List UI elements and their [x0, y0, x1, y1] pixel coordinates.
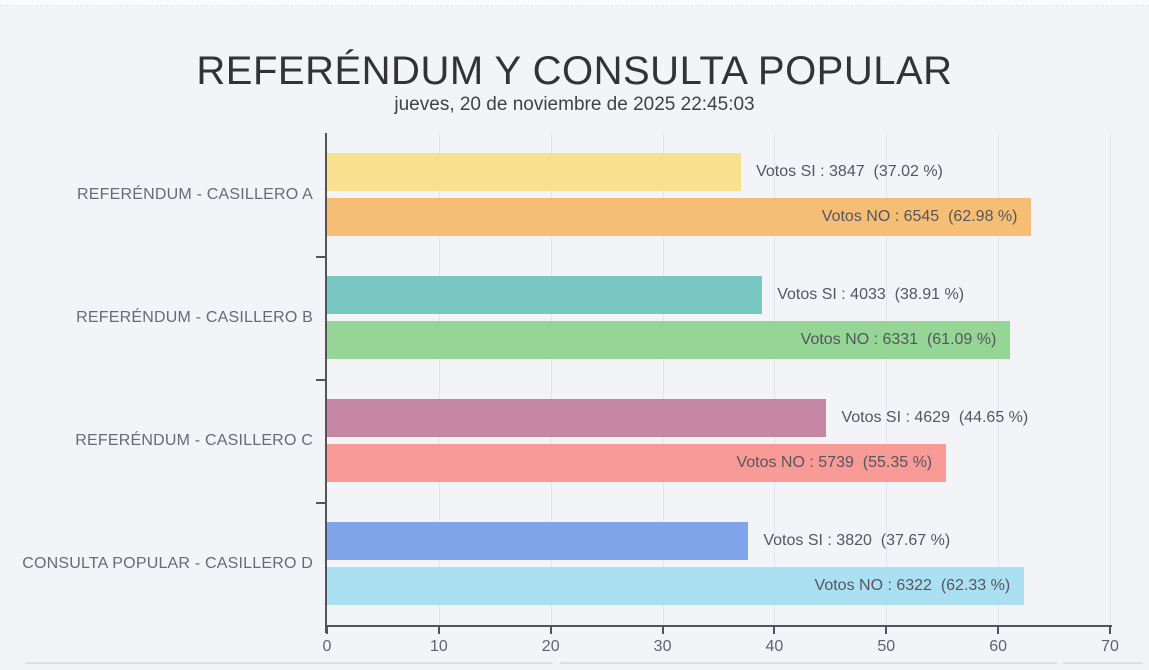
- x-tick-label: 10: [429, 638, 448, 655]
- bar: Votos NO : 5739 (55.35 %): [327, 444, 947, 482]
- y-axis-tick: [316, 379, 325, 381]
- bar-group: Votos SI : 3847 (37.02 %) Votos NO : 6545…: [327, 133, 1110, 256]
- grid-line: [886, 133, 888, 625]
- bar-value-label: Votos NO : 6545 (62.98 %): [821, 208, 1018, 225]
- x-axis-labels: 0 10 20 30 40 50 60 70: [323, 638, 1119, 658]
- bar-group: Votos SI : 4033 (38.91 %) Votos NO : 6331…: [327, 256, 1110, 379]
- bar-row: Votos SI : 4033 (38.91 %): [327, 276, 1110, 314]
- bar-row: Votos SI : 3847 (37.02 %): [327, 153, 1110, 191]
- x-tick-label: 50: [877, 638, 896, 655]
- bar-value-label: Votos NO : 6322 (62.33 %): [814, 577, 1011, 594]
- grid-line: [774, 133, 776, 625]
- x-tick-label: 70: [1101, 638, 1119, 655]
- x-tick-label: 40: [765, 638, 784, 655]
- x-tick: [997, 627, 1000, 634]
- bar-value-label: Votos NO : 6331 (61.09 %): [800, 331, 997, 348]
- bar-value-label: Votos SI : 3847 (37.02 %): [756, 163, 943, 180]
- x-axis: [325, 625, 1112, 627]
- x-tick: [549, 627, 552, 634]
- chart-subtitle: jueves, 20 de noviembre de 2025 22:45:03: [394, 94, 755, 115]
- category-label: REFERÉNDUM - CASILLERO A: [77, 185, 313, 203]
- bar-group: Votos SI : 3820 (37.67 %) Votos NO : 6322…: [327, 502, 1110, 625]
- bar: Votos NO : 6545 (62.98 %): [327, 198, 1032, 236]
- plot-area: Votos SI : 3847 (37.02 %) Votos NO : 6545…: [316, 133, 1112, 634]
- x-tick-label: 60: [989, 638, 1008, 655]
- x-tick: [326, 627, 328, 634]
- grid-line: [438, 133, 440, 625]
- bar-row: Votos SI : 4629 (44.65 %): [327, 399, 1110, 437]
- grid-line: [1110, 133, 1111, 625]
- bar: Votos SI : 4033 (38.91 %): [327, 276, 964, 314]
- bar-value-label: Votos SI : 4033 (38.91 %): [777, 286, 965, 303]
- grid-line: [662, 133, 664, 625]
- grid-line: [998, 133, 1000, 625]
- x-tick: [437, 627, 440, 634]
- bar-row: Votos NO : 6322 (62.33 %): [327, 567, 1110, 605]
- x-tick: [661, 627, 664, 634]
- x-tick: [885, 627, 888, 634]
- x-tick-label: 30: [653, 638, 672, 655]
- bar: Votos SI : 3820 (37.67 %): [327, 522, 950, 560]
- category-label: CONSULTA POPULAR - CASILLERO D: [22, 554, 313, 572]
- x-tick: [1109, 627, 1111, 634]
- grid-line: [550, 133, 552, 625]
- category-axis-labels: REFERÉNDUM - CASILLERO A REFERÉNDUM - CAS…: [0, 133, 313, 625]
- x-tick-label: 20: [541, 638, 560, 655]
- bar-group: Votos SI : 4629 (44.65 %) Votos NO : 5739…: [327, 379, 1110, 502]
- bar: Votos NO : 6322 (62.33 %): [327, 567, 1025, 605]
- y-axis: [325, 133, 327, 633]
- category-label: REFERÉNDUM - CASILLERO B: [76, 308, 313, 326]
- bar: Votos NO : 6331 (61.09 %): [327, 321, 1011, 359]
- y-axis-tick: [316, 502, 325, 504]
- bar-row: Votos NO : 6331 (61.09 %): [327, 321, 1110, 359]
- grid-layer: [327, 133, 1111, 625]
- x-tick-label: 0: [322, 638, 332, 655]
- category-label: REFERÉNDUM - CASILLERO C: [75, 431, 313, 449]
- bar-row: Votos NO : 6545 (62.98 %): [327, 198, 1110, 236]
- bar-groups: Votos SI : 3847 (37.02 %) Votos NO : 6545…: [327, 133, 1110, 625]
- y-axis-tick: [316, 256, 325, 258]
- bar: Votos SI : 3847 (37.02 %): [327, 153, 943, 191]
- x-tick: [773, 627, 776, 634]
- bottom-divider: [560, 662, 1057, 664]
- bar-row: Votos NO : 5739 (55.35 %): [327, 444, 1110, 482]
- bar-value-label: Votos SI : 4629 (44.65 %): [841, 409, 1029, 426]
- chart-title: REFERÉNDUM Y CONSULTA POPULAR: [196, 49, 953, 93]
- bar-value-label: Votos SI : 3820 (37.67 %): [763, 532, 951, 549]
- bottom-divider: [25, 662, 553, 664]
- bottom-divider: [1063, 662, 1143, 664]
- bar-value-label: Votos NO : 5739 (55.35 %): [736, 454, 933, 471]
- bar: Votos SI : 4629 (44.65 %): [327, 399, 1028, 437]
- top-border: [0, 0, 1149, 6]
- bar-row: Votos SI : 3820 (37.67 %): [327, 522, 1110, 560]
